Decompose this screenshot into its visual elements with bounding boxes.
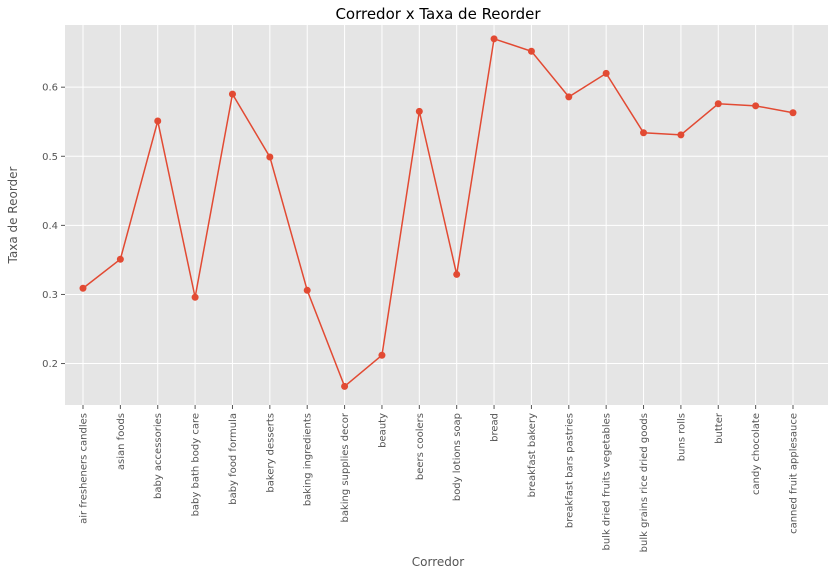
x-tick-label: bulk dried fruits vegetables <box>602 413 613 551</box>
x-tick-label: asian foods <box>116 413 127 470</box>
x-tick-label: beers coolers <box>415 413 426 480</box>
data-point <box>602 69 610 77</box>
x-tick-label: breakfast bars pastries <box>564 413 575 528</box>
data-point <box>266 153 274 161</box>
x-tick-label: candy chocolate <box>751 413 762 495</box>
x-tick-label: baby bath body care <box>191 413 202 516</box>
x-tick-label: body lotions soap <box>452 413 463 501</box>
series-layer <box>79 35 797 390</box>
data-point <box>303 286 311 294</box>
data-point <box>116 255 124 263</box>
y-tick-label: 0.6 <box>42 83 58 94</box>
data-point <box>228 90 236 98</box>
x-axis-ticks: air fresheners candles asian foods baby ac… <box>79 405 800 552</box>
data-point <box>415 107 423 115</box>
x-tick-label: bread <box>490 413 501 442</box>
data-point <box>490 35 498 43</box>
data-point <box>154 117 162 125</box>
x-tick-label: beauty <box>377 413 388 448</box>
data-point <box>453 270 461 278</box>
data-point <box>789 109 797 117</box>
data-point <box>565 93 573 101</box>
data-point <box>79 284 87 292</box>
x-tick-label: air fresheners candles <box>79 413 90 524</box>
x-tick-label: baby accessories <box>153 413 164 499</box>
x-axis-label: Corredor <box>412 555 464 569</box>
y-axis-ticks: 0.2 0.3 0.4 0.5 0.6 <box>42 83 65 370</box>
x-tick-label: buns rolls <box>676 413 687 461</box>
y-tick-label: 0.5 <box>42 152 58 163</box>
x-tick-label: baking ingredients <box>303 413 314 506</box>
x-tick-label: baking supplies decor <box>340 412 351 522</box>
x-tick-label: bakery desserts <box>265 413 276 493</box>
grid <box>65 25 828 405</box>
data-point <box>677 131 685 139</box>
data-point <box>714 100 722 108</box>
data-point <box>378 351 386 359</box>
x-tick-label: breakfast bakery <box>527 413 538 497</box>
x-tick-label: baby food formula <box>228 413 239 505</box>
series-line <box>82 37 794 388</box>
y-axis-label: Taxa de Reorder <box>6 166 20 264</box>
x-tick-label: canned fruit applesauce <box>789 413 800 534</box>
y-tick-label: 0.4 <box>42 221 58 232</box>
x-tick-label: bulk grains rice dried goods <box>639 413 650 552</box>
chart-title: Corredor x Taxa de Reorder <box>335 5 541 23</box>
data-point <box>640 129 648 137</box>
y-tick-label: 0.2 <box>42 359 58 370</box>
plot-area <box>65 25 828 405</box>
data-point <box>191 293 199 301</box>
y-tick-label: 0.3 <box>42 290 58 301</box>
data-point <box>752 102 760 110</box>
x-tick-label: butter <box>714 412 725 444</box>
data-point <box>341 382 349 390</box>
data-point <box>527 47 535 55</box>
